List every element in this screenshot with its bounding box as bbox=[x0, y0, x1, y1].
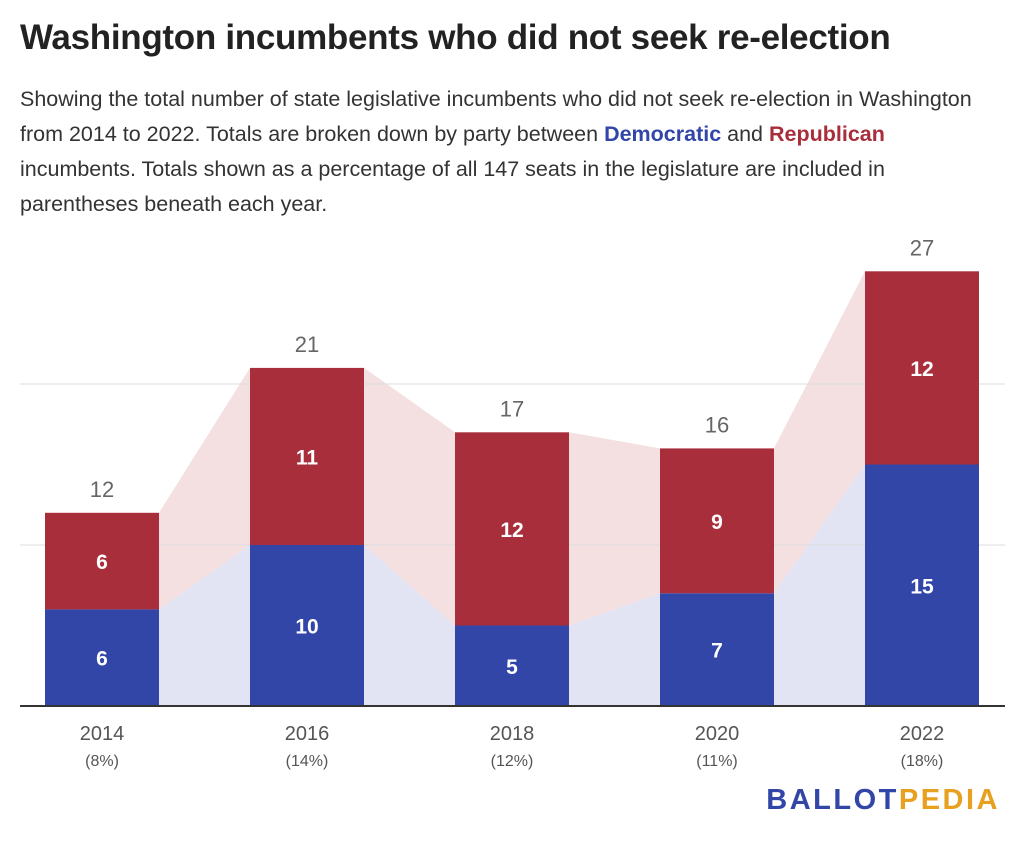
democratic-value-label: 6 bbox=[96, 648, 108, 671]
x-tick-sublabel: (14%) bbox=[286, 753, 329, 770]
republican-value-label: 12 bbox=[910, 358, 933, 381]
democratic-bar bbox=[45, 609, 159, 706]
x-tick-label: 2018 bbox=[490, 723, 535, 745]
democratic-value-label: 10 bbox=[295, 616, 318, 639]
democratic-bar bbox=[250, 545, 364, 706]
connector-areas bbox=[159, 271, 865, 706]
democratic-bar bbox=[660, 593, 774, 706]
chart-subtitle: Showing the total number of state legisl… bbox=[20, 82, 1005, 222]
chart-title: Washington incumbents who did not seek r… bbox=[20, 18, 891, 57]
subtitle-text-2: and bbox=[721, 122, 769, 146]
bars bbox=[45, 271, 979, 706]
republican-bar bbox=[660, 448, 774, 594]
subtitle-text-3: incumbents. Totals shown as a percentage… bbox=[20, 157, 885, 216]
total-value-label: 16 bbox=[705, 412, 729, 437]
x-tick-sublabel: (11%) bbox=[696, 753, 738, 770]
x-axis: 2014 (8%) 2016 (14%) 2018 (12%) 2020 (11%) 2022 (… bbox=[20, 705, 1005, 770]
total-value-label: 27 bbox=[910, 235, 934, 260]
republican-connector-area bbox=[774, 271, 865, 594]
total-value-label: 12 bbox=[90, 477, 114, 502]
x-tick-sublabel: (12%) bbox=[491, 753, 534, 770]
logo-part-2: PEDIA bbox=[898, 784, 1000, 816]
democratic-bar bbox=[865, 464, 979, 706]
democratic-bar bbox=[455, 625, 569, 706]
democratic-value-label: 5 bbox=[506, 656, 518, 679]
republican-value-label: 9 bbox=[711, 511, 723, 534]
republican-value-label: 11 bbox=[296, 446, 319, 469]
democratic-connector-area bbox=[569, 593, 660, 706]
subtitle-democratic-label: Democratic bbox=[604, 122, 722, 146]
democratic-value-label: 7 bbox=[711, 640, 723, 663]
republican-value-label: 6 bbox=[96, 551, 108, 574]
democratic-connector-area bbox=[774, 464, 865, 706]
republican-bar bbox=[455, 432, 569, 626]
subtitle-republican-label: Republican bbox=[769, 122, 885, 146]
democratic-connector-area bbox=[364, 545, 455, 706]
bar-labels: 6 6 12 10 11 21 5 12 17 7 9 16 15 12 27 bbox=[90, 235, 934, 678]
republican-value-label: 12 bbox=[500, 519, 523, 542]
x-tick-sublabel: (18%) bbox=[901, 753, 944, 770]
republican-bar bbox=[250, 367, 364, 545]
x-tick-label: 2016 bbox=[285, 723, 330, 745]
total-value-label: 17 bbox=[500, 396, 524, 421]
republican-connector-area bbox=[569, 432, 660, 626]
x-tick-label: 2020 bbox=[695, 723, 740, 745]
ballotpedia-logo: BALLOTPEDIA bbox=[766, 784, 1000, 817]
republican-bar bbox=[45, 512, 159, 610]
x-tick-sublabel: (8%) bbox=[85, 753, 119, 770]
subtitle-text-1: Showing the total number of state legisl… bbox=[20, 87, 972, 146]
x-tick-label: 2022 bbox=[900, 723, 945, 745]
logo-part-1: BALLOT bbox=[766, 784, 899, 816]
republican-bar bbox=[865, 271, 979, 465]
republican-connector-area bbox=[159, 367, 250, 610]
republican-connector-area bbox=[364, 367, 455, 626]
x-tick-label: 2014 bbox=[80, 723, 125, 745]
democratic-connector-area bbox=[159, 545, 250, 706]
democratic-value-label: 15 bbox=[910, 575, 934, 598]
total-value-label: 21 bbox=[295, 332, 319, 357]
